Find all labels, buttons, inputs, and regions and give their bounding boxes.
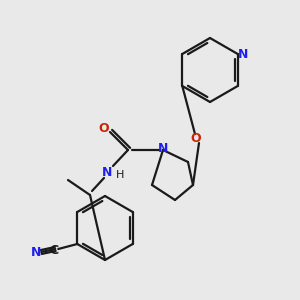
Text: N: N (238, 47, 248, 61)
Text: C: C (50, 244, 59, 256)
Text: N: N (158, 142, 168, 155)
Text: N: N (102, 166, 112, 178)
Text: O: O (99, 122, 109, 136)
Text: O: O (191, 131, 201, 145)
Text: N: N (31, 247, 41, 260)
Text: H: H (116, 170, 124, 180)
